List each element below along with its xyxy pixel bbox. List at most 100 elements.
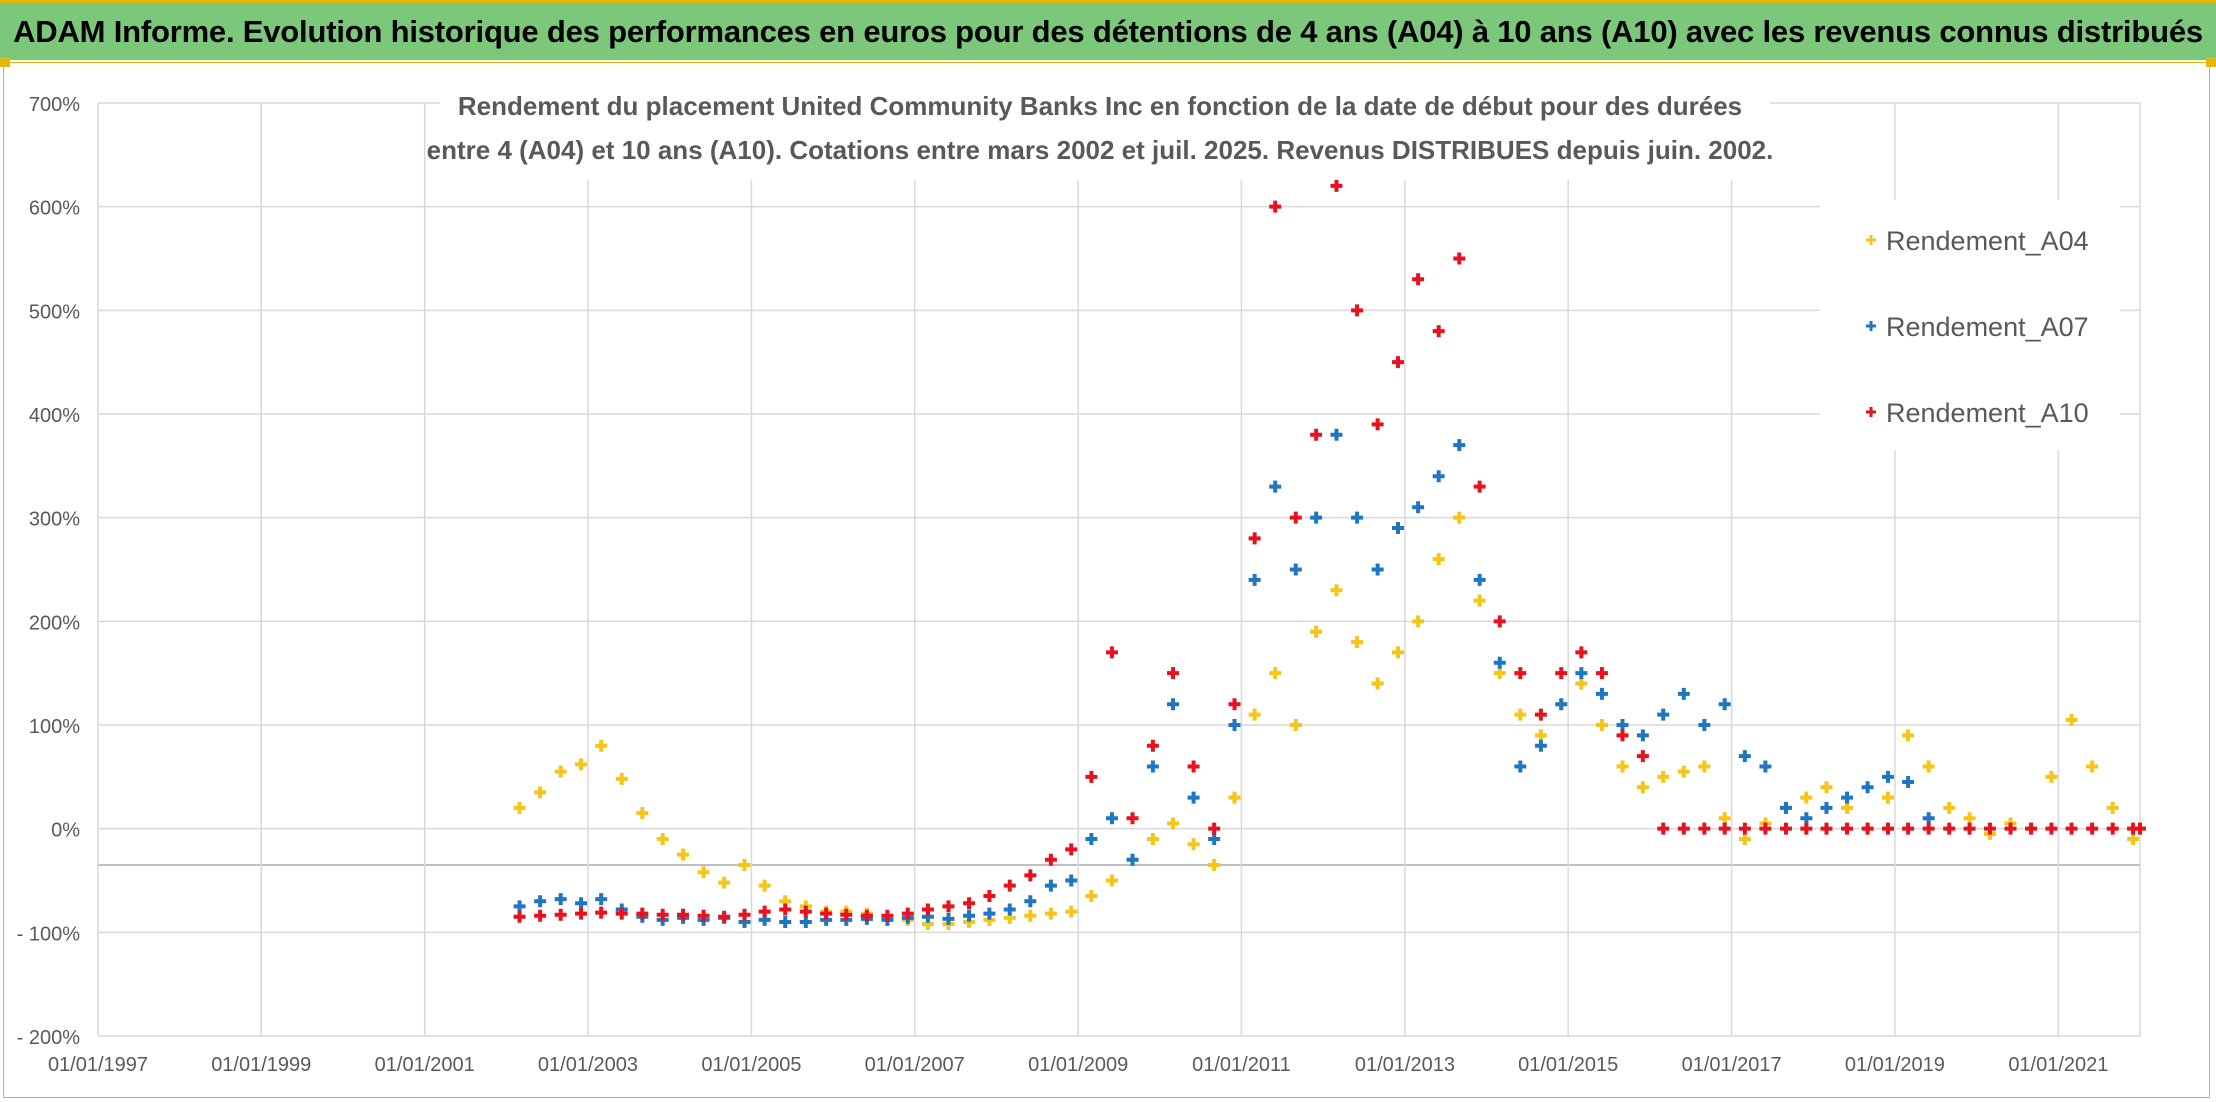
data-point <box>1167 667 1180 680</box>
data-point <box>1289 511 1302 524</box>
data-point <box>1922 822 1935 835</box>
data-point <box>881 909 894 922</box>
data-point <box>2086 760 2099 773</box>
data-point <box>1636 729 1649 742</box>
data-point <box>2045 770 2058 783</box>
x-tick-label: 01/01/2003 <box>538 1054 638 1076</box>
data-point <box>1065 905 1078 918</box>
data-point <box>1453 439 1466 452</box>
data-point <box>1473 480 1486 493</box>
data-point <box>1105 812 1118 825</box>
data-point <box>799 915 812 928</box>
data-point <box>1493 667 1506 680</box>
data-point <box>1412 501 1425 514</box>
data-point <box>2025 822 2038 835</box>
data-point <box>1514 667 1527 680</box>
data-point <box>921 903 934 916</box>
data-point <box>1636 781 1649 794</box>
data-point <box>1800 822 1813 835</box>
data-point <box>738 858 751 871</box>
data-point <box>963 897 976 910</box>
data-point <box>1759 822 1772 835</box>
chart-title-background <box>440 80 1770 180</box>
data-point <box>1738 750 1751 763</box>
data-point <box>1922 760 1935 773</box>
data-point <box>677 848 690 861</box>
data-point <box>1779 822 1792 835</box>
data-point <box>1391 522 1404 535</box>
data-point <box>1698 760 1711 773</box>
data-point <box>1126 812 1139 825</box>
data-point <box>1595 687 1608 700</box>
data-point <box>1065 843 1078 856</box>
x-tick-label: 01/01/1997 <box>48 1054 148 1076</box>
data-point <box>1820 801 1833 814</box>
data-point <box>1024 895 1037 908</box>
data-point <box>1412 273 1425 286</box>
data-point <box>1432 553 1445 566</box>
data-point <box>1841 801 1854 814</box>
data-point <box>779 903 792 916</box>
report-title: ADAM Informe. Evolution historique des p… <box>13 13 2203 49</box>
data-point <box>758 879 771 892</box>
data-point <box>656 908 669 921</box>
data-point <box>1677 822 1690 835</box>
x-tick-label: 01/01/2001 <box>375 1054 475 1076</box>
legend-label: Rendement_A07 <box>1886 312 2089 342</box>
data-point <box>1575 646 1588 659</box>
data-point <box>2134 822 2146 835</box>
data-point <box>677 908 690 921</box>
data-point <box>615 907 628 920</box>
x-tick-label: 01/01/2021 <box>2008 1054 2108 1076</box>
y-tick-label: 0% <box>51 820 80 842</box>
x-tick-label: 01/01/2017 <box>1682 1054 1782 1076</box>
y-tick-label: 100% <box>29 716 80 738</box>
data-point <box>820 907 833 920</box>
data-point <box>1841 791 1854 804</box>
data-point <box>1595 667 1608 680</box>
data-point <box>1167 698 1180 711</box>
data-point <box>534 895 547 908</box>
data-point <box>1861 822 1874 835</box>
data-point <box>615 772 628 785</box>
data-point <box>534 786 547 799</box>
data-point <box>554 908 567 921</box>
chart-title-line: Rendement du placement United Community … <box>458 91 1742 121</box>
data-point <box>1024 869 1037 882</box>
data-point <box>1146 760 1159 773</box>
data-point <box>840 908 853 921</box>
data-point <box>1432 325 1445 338</box>
series-rendement-a04 <box>513 511 2146 931</box>
data-point <box>595 906 608 919</box>
data-point <box>1820 781 1833 794</box>
data-point <box>1003 879 1016 892</box>
data-point <box>983 907 996 920</box>
data-point <box>1963 822 1976 835</box>
series-rendement-a10 <box>513 179 2146 923</box>
data-point <box>1922 812 1935 825</box>
data-point <box>575 758 588 771</box>
data-point <box>1493 615 1506 628</box>
data-point <box>1595 719 1608 731</box>
data-point <box>1820 822 1833 835</box>
data-point <box>1351 636 1364 649</box>
data-point <box>575 907 588 920</box>
data-point <box>1310 428 1323 441</box>
x-tick-label: 01/01/2015 <box>1518 1054 1618 1076</box>
data-point <box>1248 532 1261 545</box>
data-point <box>1616 719 1629 731</box>
data-point <box>983 890 996 903</box>
data-point <box>595 739 608 752</box>
data-point <box>1412 615 1425 628</box>
data-point <box>901 907 914 920</box>
data-point <box>1391 646 1404 659</box>
data-point <box>738 908 751 921</box>
data-point <box>1228 791 1241 804</box>
data-point <box>1330 179 1343 192</box>
data-point <box>1269 480 1282 493</box>
data-point <box>1208 858 1221 871</box>
data-point <box>1330 584 1343 597</box>
data-point <box>942 900 955 913</box>
data-point <box>656 833 669 846</box>
